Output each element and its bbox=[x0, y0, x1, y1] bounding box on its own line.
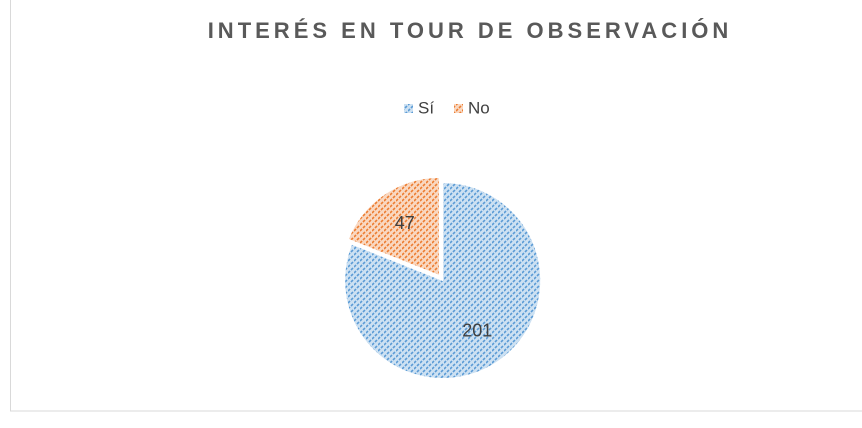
legend-swatch bbox=[454, 104, 463, 113]
legend-label: Sí bbox=[418, 98, 434, 117]
data-label: 47 bbox=[395, 213, 415, 233]
legend-label: No bbox=[468, 98, 490, 117]
chart-title: INTERÉS EN TOUR DE OBSERVACIÓN bbox=[208, 18, 733, 43]
data-label: 201 bbox=[462, 320, 492, 340]
legend-swatch bbox=[404, 104, 413, 113]
